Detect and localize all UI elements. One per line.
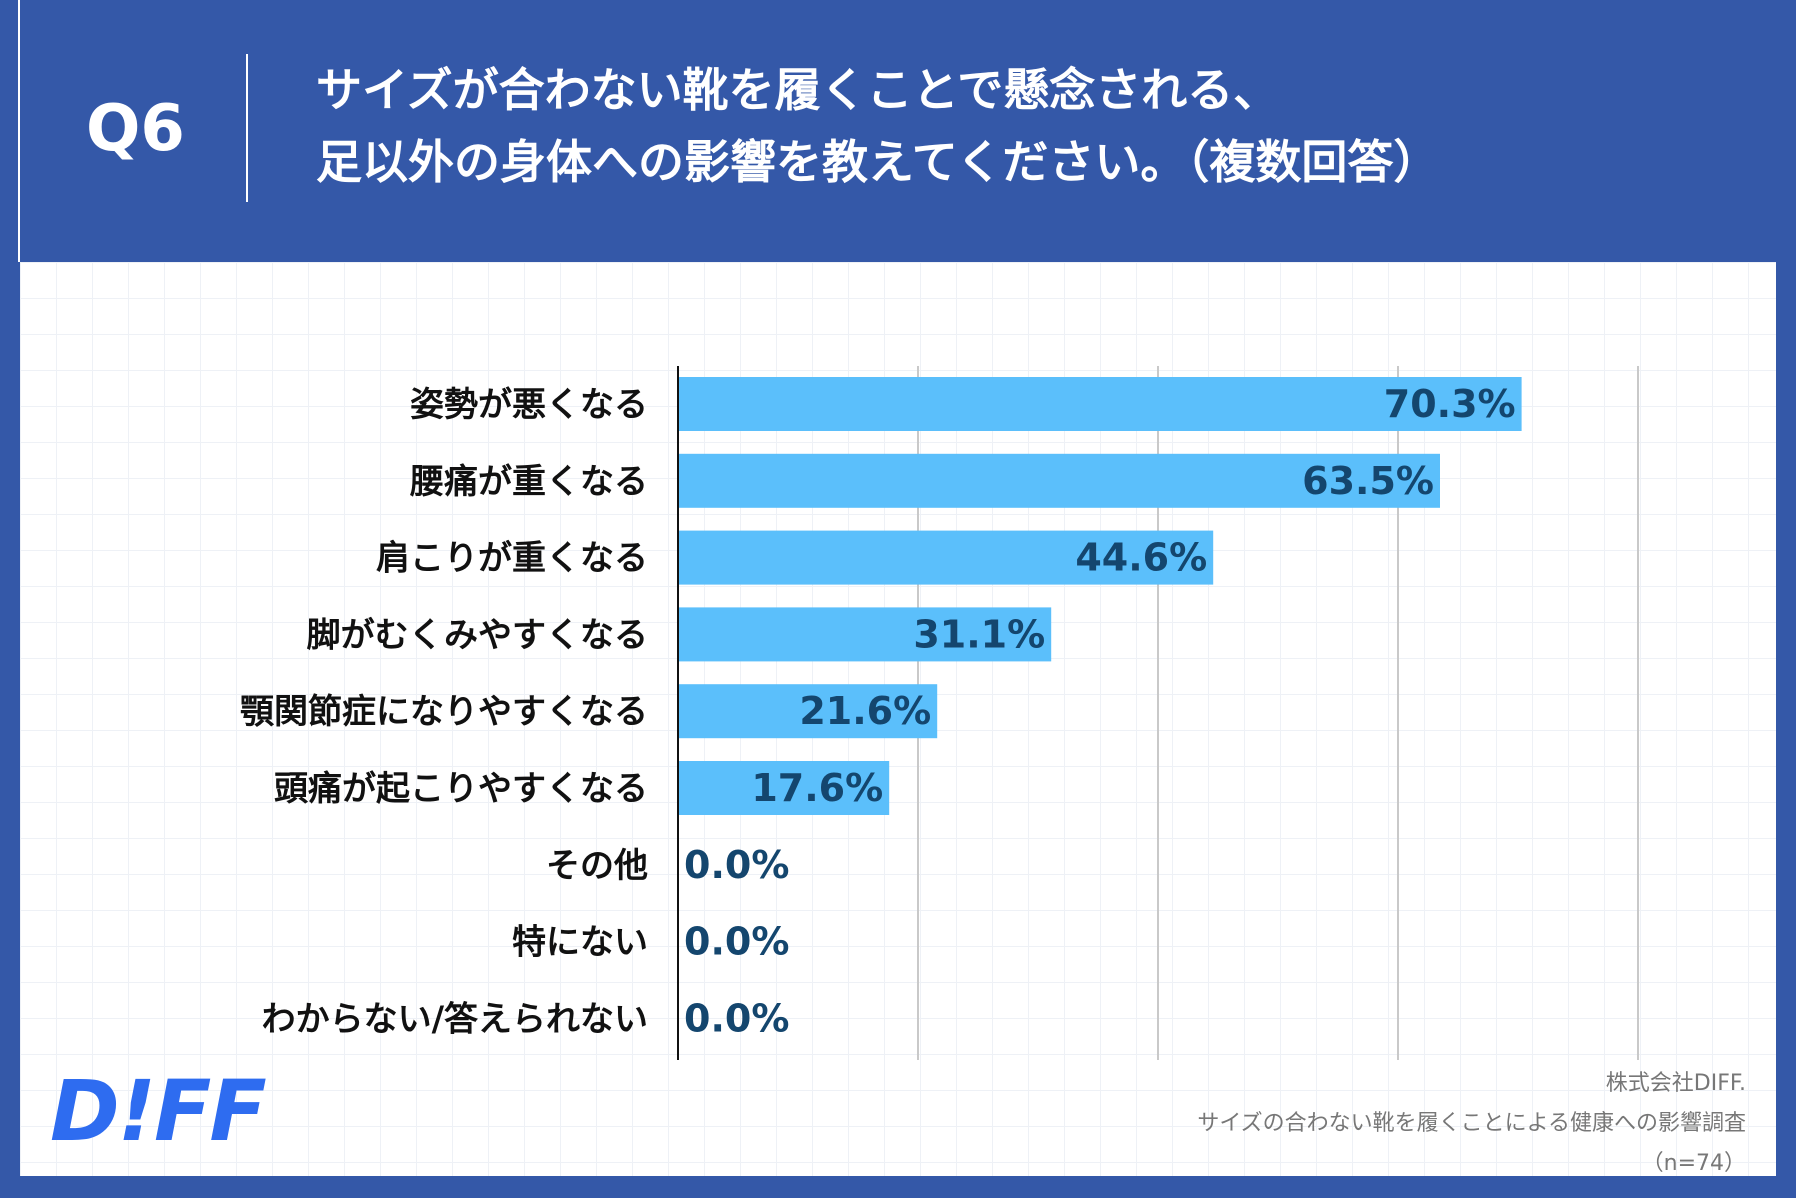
value-label-7: 0.0% bbox=[684, 920, 789, 964]
chart-panel: 姿勢が悪くなる 70.3% 腰痛が重くなる 63.5% 肩こりが重くなる 44.6% 脚がむ… bbox=[20, 262, 1776, 1176]
credit-survey: サイズの合わない靴を履くことによる健康への影響調査 bbox=[1197, 1111, 1746, 1136]
category-label-5: 頭痛が起こりやすくなる bbox=[274, 769, 648, 809]
bar-2 bbox=[678, 530, 1214, 585]
credit-sample: （n=74） bbox=[1641, 1151, 1746, 1176]
header-divider bbox=[246, 54, 248, 202]
category-label-7: 特にない bbox=[512, 923, 648, 963]
credit-company: 株式会社DIFF. bbox=[1605, 1071, 1746, 1096]
question-number: Q6 bbox=[86, 92, 185, 166]
value-label-2: 44.6% bbox=[1075, 536, 1207, 580]
bar-5 bbox=[678, 761, 890, 815]
header-left-border bbox=[18, 0, 20, 262]
category-label-8: わからない/答えられない bbox=[262, 999, 648, 1039]
category-label-6: その他 bbox=[546, 846, 648, 886]
category-label-4: 顎関節症になりやすくなる bbox=[240, 692, 648, 732]
question-title: サイズが合わない靴を履くことで懸念される、 足以外の身体への影響を教えてください… bbox=[316, 54, 1756, 198]
bar-0 bbox=[678, 377, 1522, 431]
category-label-0: 姿勢が悪くなる bbox=[410, 385, 648, 425]
diff-logo: D!FF bbox=[50, 1062, 267, 1160]
value-label-3: 31.1% bbox=[913, 612, 1045, 656]
value-label-5: 17.6% bbox=[751, 766, 883, 810]
category-label-1: 腰痛が重くなる bbox=[410, 462, 648, 502]
value-label-1: 63.5% bbox=[1302, 459, 1434, 503]
value-label-8: 0.0% bbox=[684, 996, 789, 1040]
category-label-3: 脚がむくみやすくなる bbox=[307, 615, 648, 655]
bar-4 bbox=[678, 684, 938, 739]
value-label-0: 70.3% bbox=[1384, 382, 1516, 426]
credit-block: 株式会社DIFF. サイズの合わない靴を履くことによる健康への影響調査 （n=7… bbox=[1197, 1064, 1746, 1184]
value-label-6: 0.0% bbox=[684, 843, 789, 887]
value-label-4: 21.6% bbox=[799, 689, 931, 733]
bar-chart: 姿勢が悪くなる 70.3% 腰痛が重くなる 63.5% 肩こりが重くなる 44.6% 脚がむ… bbox=[240, 366, 1639, 1060]
category-label-2: 肩こりが重くなる bbox=[376, 539, 648, 579]
bar-3 bbox=[678, 607, 1052, 662]
question-title-line1: サイズが合わない靴を履くことで懸念される、 bbox=[316, 63, 1280, 117]
question-title-line2: 足以外の身体への影響を教えてください。（複数回答） bbox=[316, 135, 1440, 189]
header-banner: Q6 サイズが合わない靴を履くことで懸念される、 足以外の身体への影響を教えてく… bbox=[0, 0, 1796, 262]
bar-1 bbox=[678, 453, 1440, 508]
